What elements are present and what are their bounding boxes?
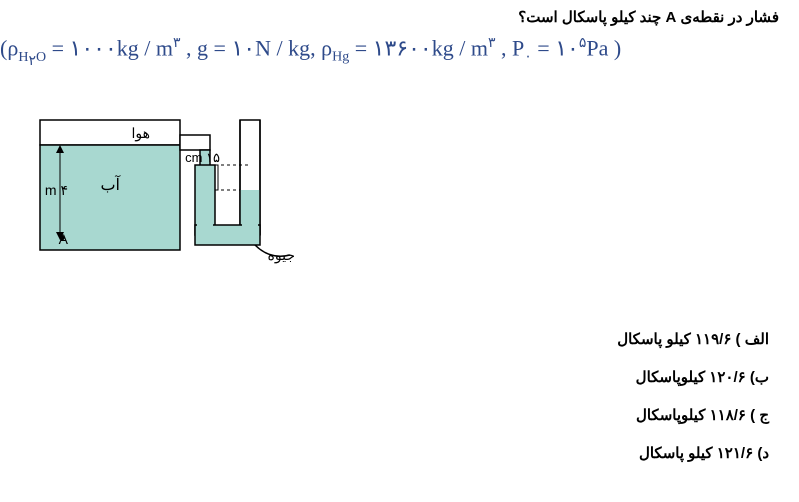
join-cover-2: [242, 223, 258, 229]
rho-hg-val: ۱۳۶۰۰: [373, 35, 432, 60]
join-cover-1: [197, 223, 213, 229]
exp-3a: ۳: [173, 36, 181, 51]
water-label: آب: [100, 174, 121, 194]
p0-val: ۱۰: [555, 35, 579, 60]
sub-hg: Hg: [332, 50, 349, 65]
answer-options: الف ) ۱۱۹/۶ کیلو پاسکال ب) ۱۲۰/۶ کیلوپاس…: [617, 330, 769, 462]
sub-h2o: H۲O: [18, 50, 46, 65]
rho-h2o-unit: kg / m: [117, 35, 173, 60]
question-text: فشار در نقطه‌ی A چند کیلو پاسکال است؟: [518, 8, 779, 26]
rho-hg-unit: kg / m: [432, 35, 488, 60]
mercury-bracket: [216, 165, 218, 190]
given-formula: (ρH۲O = ۱۰۰۰kg / m۳ , g = ۱۰N / kg, ρHg …: [0, 35, 799, 70]
option-d[interactable]: د) ۱۲۱/۶ کیلو پاسکال: [617, 444, 769, 462]
g-unit: N / kg: [255, 35, 310, 60]
option-b[interactable]: ب) ۱۲۰/۶ کیلوپاسکال: [617, 368, 769, 386]
point-a-label: A: [59, 231, 69, 247]
physics-diagram: هوا آب ۴ m A ۱۵ cm: [20, 110, 360, 280]
air-box: [40, 120, 180, 145]
connector-top: [180, 135, 210, 150]
sub-zero: ۰: [524, 50, 532, 65]
air-label: هوا: [131, 125, 150, 142]
option-a[interactable]: الف ) ۱۱۹/۶ کیلو پاسکال: [617, 330, 769, 348]
mercury-label: جیوه: [268, 247, 295, 264]
mercury-height-label: ۱۵ cm: [185, 150, 220, 165]
option-c[interactable]: ج ) ۱۱۸/۶ کیلوپاسکال: [617, 406, 769, 424]
exp-3b: ۳: [488, 36, 496, 51]
diagram-svg: هوا آب ۴ m A ۱۵ cm: [20, 110, 360, 280]
rho-h2o-val: ۱۰۰۰: [70, 35, 117, 60]
g-val: ۱۰: [231, 35, 255, 60]
p0-unit: Pa: [586, 35, 608, 60]
water-height-label: ۴ m: [45, 182, 68, 198]
